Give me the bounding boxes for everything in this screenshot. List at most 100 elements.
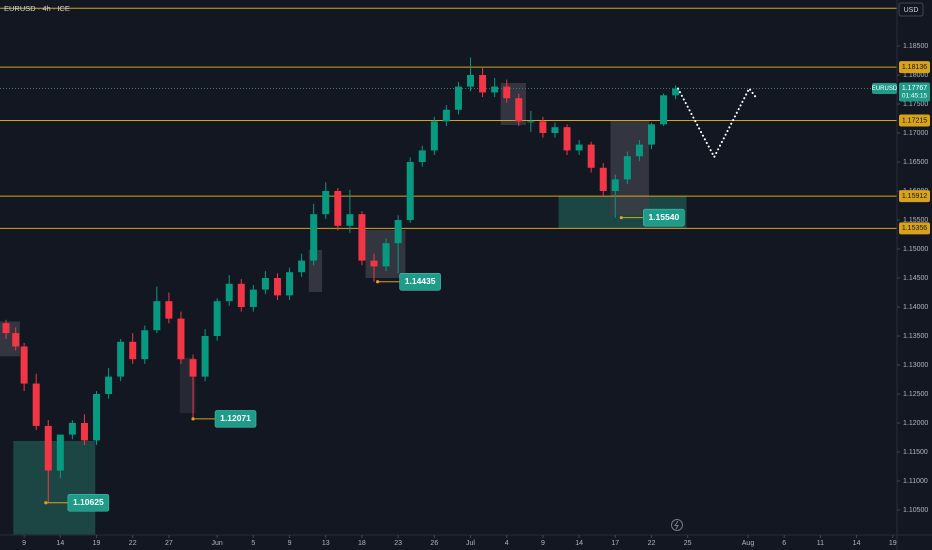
x-tick-label: 6: [782, 540, 786, 547]
annotation-badge[interactable]: [643, 208, 685, 227]
y-tick-label: 1.17000: [903, 130, 928, 137]
x-tick-label: 19: [889, 540, 897, 547]
candle-body: [129, 341, 137, 360]
current-price-box: [899, 82, 930, 102]
overlay: 1.10625 1.12071 1.14435 1.15540: [44, 86, 758, 512]
x-tick-label: 14: [853, 540, 861, 547]
candle-body: [80, 423, 88, 441]
level-label: 1.17215: [902, 117, 927, 124]
candle-body: [503, 86, 511, 99]
y-tick-label: 1.11500: [903, 449, 928, 456]
candle-body: [213, 301, 221, 336]
annotation-badge[interactable]: [67, 493, 110, 512]
candle-body: [491, 86, 499, 93]
y-tick-label: 1.11000: [903, 478, 928, 485]
candle-body: [334, 190, 342, 226]
level-label-box: [899, 114, 930, 127]
candle-body: [322, 190, 330, 215]
level-label-box: [899, 61, 930, 74]
zone: [13, 440, 96, 535]
level-label-box: [899, 222, 930, 235]
x-tick-label: 17: [611, 540, 619, 547]
candle-body: [56, 434, 64, 471]
y-tick-label: 1.15500: [903, 217, 928, 224]
x-tick-label: Jul: [466, 540, 475, 547]
candle-body: [370, 260, 378, 267]
candle-body: [310, 214, 318, 261]
candle-body: [660, 95, 668, 125]
currency-box[interactable]: [898, 2, 924, 17]
candle-body: [382, 243, 390, 267]
y-tick-label: 1.16500: [903, 159, 928, 166]
candle-body: [44, 425, 52, 471]
x-tick-label: 4: [505, 540, 509, 547]
candle-body: [394, 219, 402, 244]
x-tick-label: 19: [93, 540, 101, 547]
candle-body: [68, 423, 76, 435]
y-tick-label: 1.14500: [903, 275, 928, 282]
candle-body: [141, 330, 149, 360]
candle-body: [454, 86, 462, 110]
candle-body: [261, 277, 269, 290]
y-tick-label: 1.14000: [903, 304, 928, 311]
candle-body: [20, 346, 28, 384]
x-tick-label: 18: [358, 540, 366, 547]
candle-body: [611, 179, 619, 191]
y-tick-label: 1.12000: [903, 420, 928, 427]
candle-body: [430, 121, 438, 151]
x-tick-label: Aug: [742, 540, 755, 547]
y-tick-label: 1.13500: [903, 333, 928, 340]
candle-body: [12, 333, 20, 347]
y-tick-label: 1.17500: [903, 101, 928, 108]
candle-body: [273, 277, 281, 296]
candle-body: [249, 289, 257, 307]
x-tick-label: 11: [817, 540, 824, 547]
candle-body: [672, 88, 680, 96]
candle-body: [563, 127, 571, 151]
annotation-badge[interactable]: [399, 272, 441, 291]
candle-body: [599, 167, 607, 191]
x-tick-label: 22: [129, 540, 137, 547]
symbol-box: [872, 83, 897, 95]
x-tick-label: 9: [22, 540, 26, 547]
candle-body: [587, 144, 595, 168]
candle-body: [189, 359, 197, 377]
y-tick-label: 1.13000: [903, 362, 928, 369]
x-tick-label: 23: [394, 540, 402, 547]
x-tick-label: Jun: [212, 540, 223, 547]
chart-title: EURUSD · 4h · ICE: [4, 4, 70, 13]
annotation-label: 1.15540: [648, 212, 679, 222]
candle-body: [153, 301, 161, 331]
y-tick-label: 1.18500: [903, 43, 928, 50]
replay-icon[interactable]: [671, 519, 683, 531]
x-tick-label: 27: [165, 540, 173, 547]
candle-body: [515, 98, 523, 122]
x-tick-label: 13: [322, 540, 330, 547]
x-tick-label: 25: [684, 540, 692, 547]
candle-body: [225, 283, 233, 302]
candle-body: [467, 74, 475, 87]
candle-body: [346, 214, 354, 226]
candle-body: [647, 124, 655, 145]
axes: 1.10500 1.11000 1.11500 1.12000 1.12500 1.130…: [22, 43, 930, 547]
y-tick-label: 1.15000: [903, 246, 928, 253]
annotation-badge[interactable]: [214, 410, 257, 428]
y-tick-label: 1.18000: [903, 72, 928, 79]
x-tick-label: 5: [251, 540, 255, 547]
annotation-point: [376, 280, 380, 284]
candle-body: [575, 144, 583, 151]
level-label: 1.18136: [902, 64, 927, 71]
candle-body: [551, 127, 559, 133]
candle-body: [105, 376, 113, 394]
countdown-label: 01:45:15: [902, 93, 928, 100]
icon-bolt: [674, 520, 679, 530]
candle-body: [527, 121, 535, 123]
candle-body: [117, 341, 125, 377]
x-tick-label: 9: [541, 540, 545, 547]
annotation-label: 1.12071: [220, 413, 251, 423]
y-tick-label: 1.12500: [903, 391, 928, 398]
level-label-box: [899, 190, 930, 203]
x-tick-label: 14: [56, 540, 64, 547]
level-label: 1.15356: [902, 225, 927, 232]
